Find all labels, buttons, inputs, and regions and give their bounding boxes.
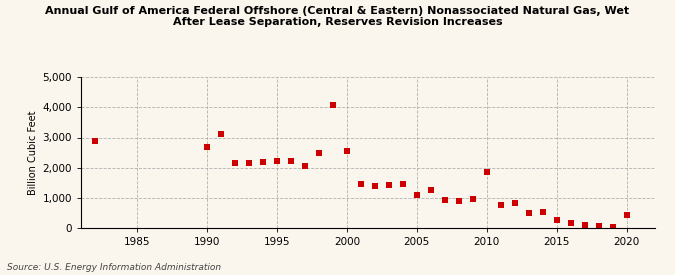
- Text: Annual Gulf of America Federal Offshore (Central & Eastern) Nonassociated Natura: Annual Gulf of America Federal Offshore …: [45, 6, 630, 27]
- Text: Source: U.S. Energy Information Administration: Source: U.S. Energy Information Administ…: [7, 263, 221, 272]
- Y-axis label: Billion Cubic Feet: Billion Cubic Feet: [28, 110, 38, 195]
